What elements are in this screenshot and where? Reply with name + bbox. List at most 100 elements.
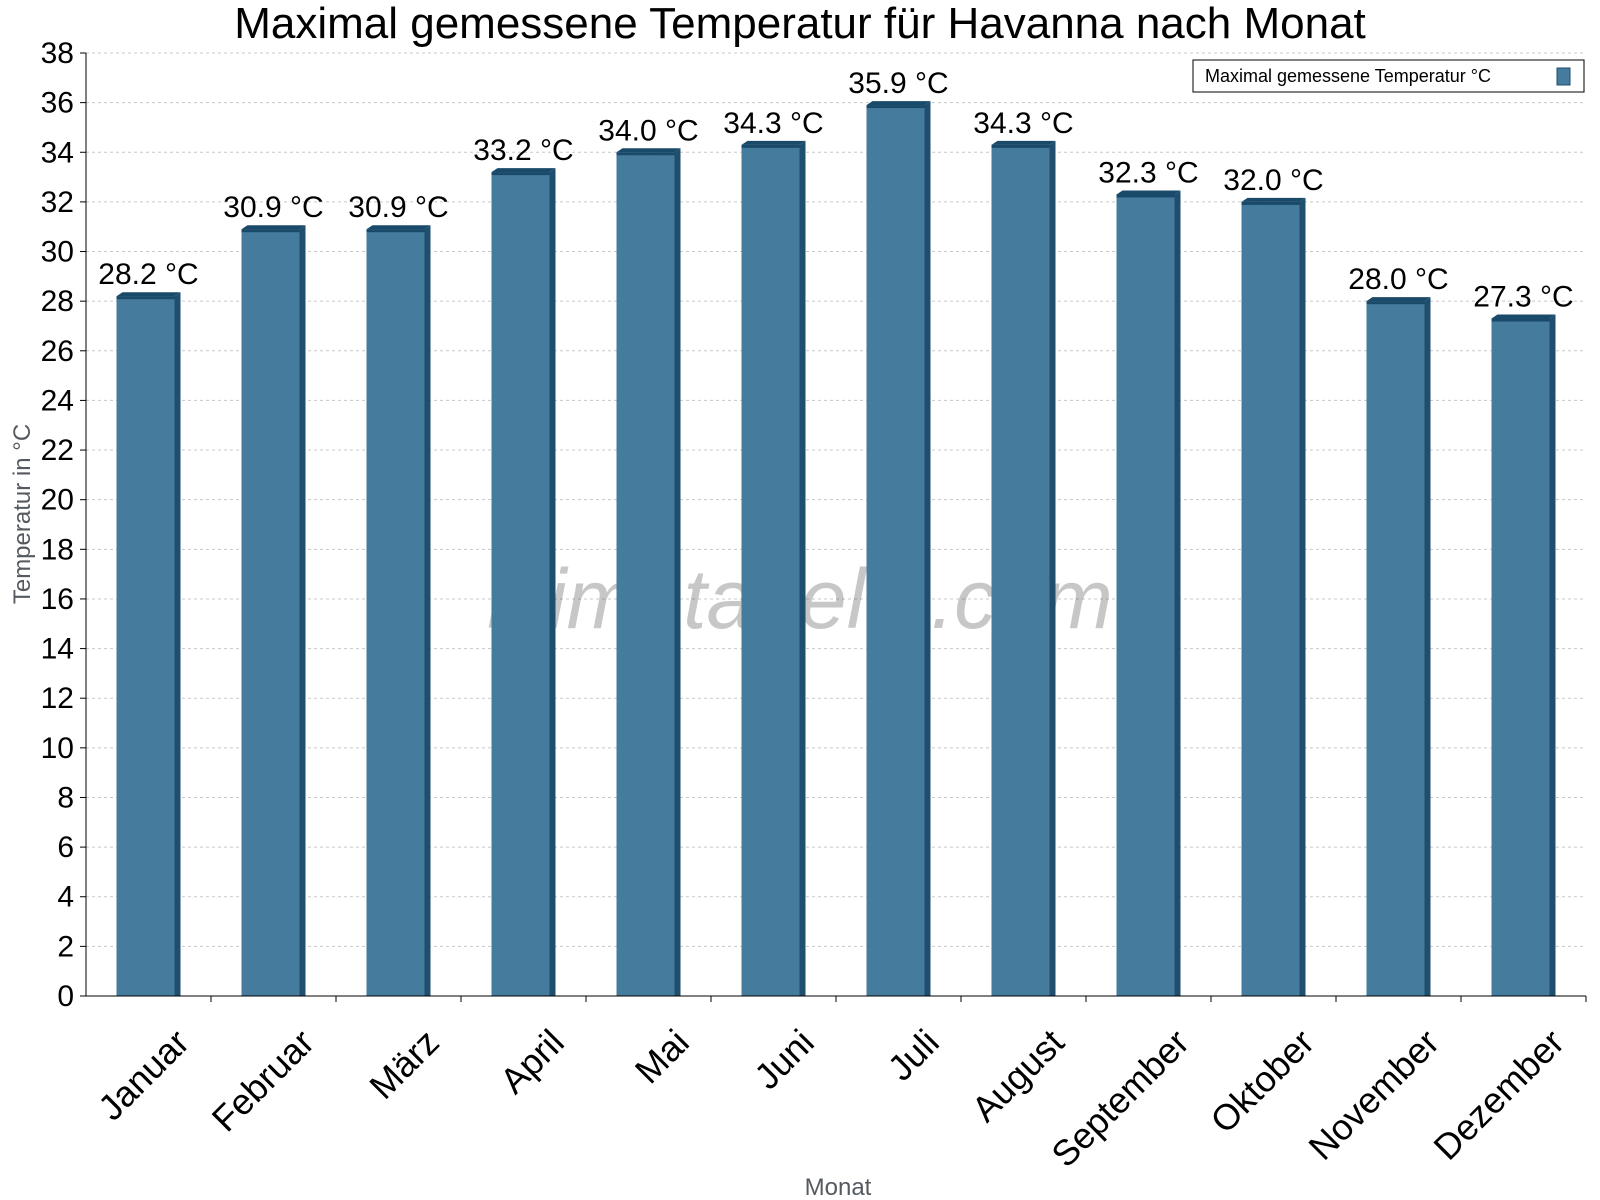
bar-face [366,229,425,996]
y-tick-label: 24 [41,384,74,417]
data-label: 35.9 °C [848,67,948,100]
y-tick-label: 2 [57,930,74,963]
data-label: 34.0 °C [598,114,698,147]
bar-top-edge [741,144,800,148]
data-label: 27.3 °C [1473,281,1573,314]
data-label: 33.2 °C [473,134,573,167]
y-tick-label: 38 [41,37,74,70]
bar-side [924,101,931,996]
bar-top-edge [1366,301,1425,305]
bar-6: 35.9 °C [848,67,949,996]
bar-side [1174,190,1181,996]
x-tick-label: März [361,1021,447,1107]
x-tick-label: Oktober [1202,1021,1322,1141]
x-tick-label: August [964,1021,1072,1129]
bar-side [299,225,306,996]
x-tick-label: Januar [90,1021,197,1128]
bar-top [1241,197,1306,202]
bar-11: 27.3 °C [1473,281,1574,997]
bar-side [1549,314,1556,997]
x-tick-label: September [1043,1021,1197,1175]
bar-top-edge [991,144,1050,148]
y-tick-label: 26 [41,335,74,368]
data-label: 32.0 °C [1223,164,1323,197]
x-tick-label: Mai [627,1021,697,1091]
bar-9: 32.0 °C [1223,164,1324,997]
y-tick-label: 30 [41,236,74,269]
bar-top-edge [1241,201,1300,205]
y-tick-label: 28 [41,285,74,318]
y-tick-label: 20 [41,484,74,517]
bar-5: 34.3 °C [723,107,824,996]
legend: Maximal gemessene Temperatur °C [1192,59,1585,93]
bar-top-edge [116,296,175,300]
bar-face [866,105,925,996]
bar-top-edge [866,105,925,109]
x-tick-label: November [1300,1021,1446,1167]
legend-swatch [1556,67,1571,86]
y-tick-label: 4 [57,881,74,914]
bar-7: 34.3 °C [973,107,1074,996]
bar-top [616,148,681,153]
data-label: 30.9 °C [223,191,323,224]
y-axis-label: Temperatur in °C [9,424,36,604]
bar-side [1424,297,1431,996]
bar-top-edge [366,229,425,233]
chart-title: Maximal gemessene Temperatur für Havanna… [234,0,1366,48]
bar-side [424,225,431,996]
bar-face [1116,194,1175,996]
bar-top [366,225,431,230]
bar-top [991,140,1056,145]
y-tick-label: 34 [41,136,74,169]
bar-top [1491,314,1556,319]
bar-face [491,172,550,996]
data-label: 28.0 °C [1348,263,1448,296]
legend-entry-label: Maximal gemessene Temperatur °C [1205,66,1491,86]
bar-face [741,144,800,996]
bar-0: 28.2 °C [98,258,199,997]
bar-top [741,140,806,145]
bar-8: 32.3 °C [1098,156,1199,996]
y-tick-label: 0 [57,980,74,1013]
bar-side [799,140,806,996]
x-tick-label: Dezember [1425,1021,1571,1167]
y-tick-label: 18 [41,533,74,566]
bar-side [674,148,681,996]
x-tick-label: Juni [746,1021,822,1097]
y-tick-label: 22 [41,434,74,467]
bar-2: 30.9 °C [348,191,449,996]
bar-1: 30.9 °C [223,191,324,996]
bar-side [549,168,556,996]
y-tick-label: 8 [57,781,74,814]
y-tick-label: 12 [41,682,74,715]
y-tick-label: 10 [41,732,74,765]
bar-face [241,229,300,996]
bar-top-edge [1491,318,1550,322]
x-tick-label: April [492,1021,572,1101]
bars: 28.2 °C 30.9 °C 30.9 °C 33.2 °C 34.0 °C 34.3 … [98,67,1574,997]
bar-top [491,168,556,173]
bar-side [1049,140,1056,996]
bar-top [1116,190,1181,195]
y-tick-label: 36 [41,87,74,120]
bar-3: 33.2 °C [473,134,574,996]
bar-4: 34.0 °C [598,114,699,996]
x-axis-ticks: Januar Februar März April Mai Juni Juli AugustS… [90,996,1587,1175]
bar-top [866,101,931,106]
y-tick-label: 14 [41,633,74,666]
y-tick-label: 6 [57,831,74,864]
bar-face [116,296,175,997]
data-label: 34.3 °C [973,107,1073,140]
data-label: 30.9 °C [348,191,448,224]
bar-face [1241,201,1300,997]
bar-face [991,144,1050,996]
bar-top [1366,297,1431,302]
bar-top-edge [491,172,550,176]
legend-box [1192,59,1585,93]
y-tick-label: 16 [41,583,74,616]
bar-top-edge [241,229,300,233]
data-label: 34.3 °C [723,107,823,140]
x-axis-label: Monat [805,1174,872,1200]
data-label: 32.3 °C [1098,156,1198,189]
y-tick-label: 32 [41,186,74,219]
